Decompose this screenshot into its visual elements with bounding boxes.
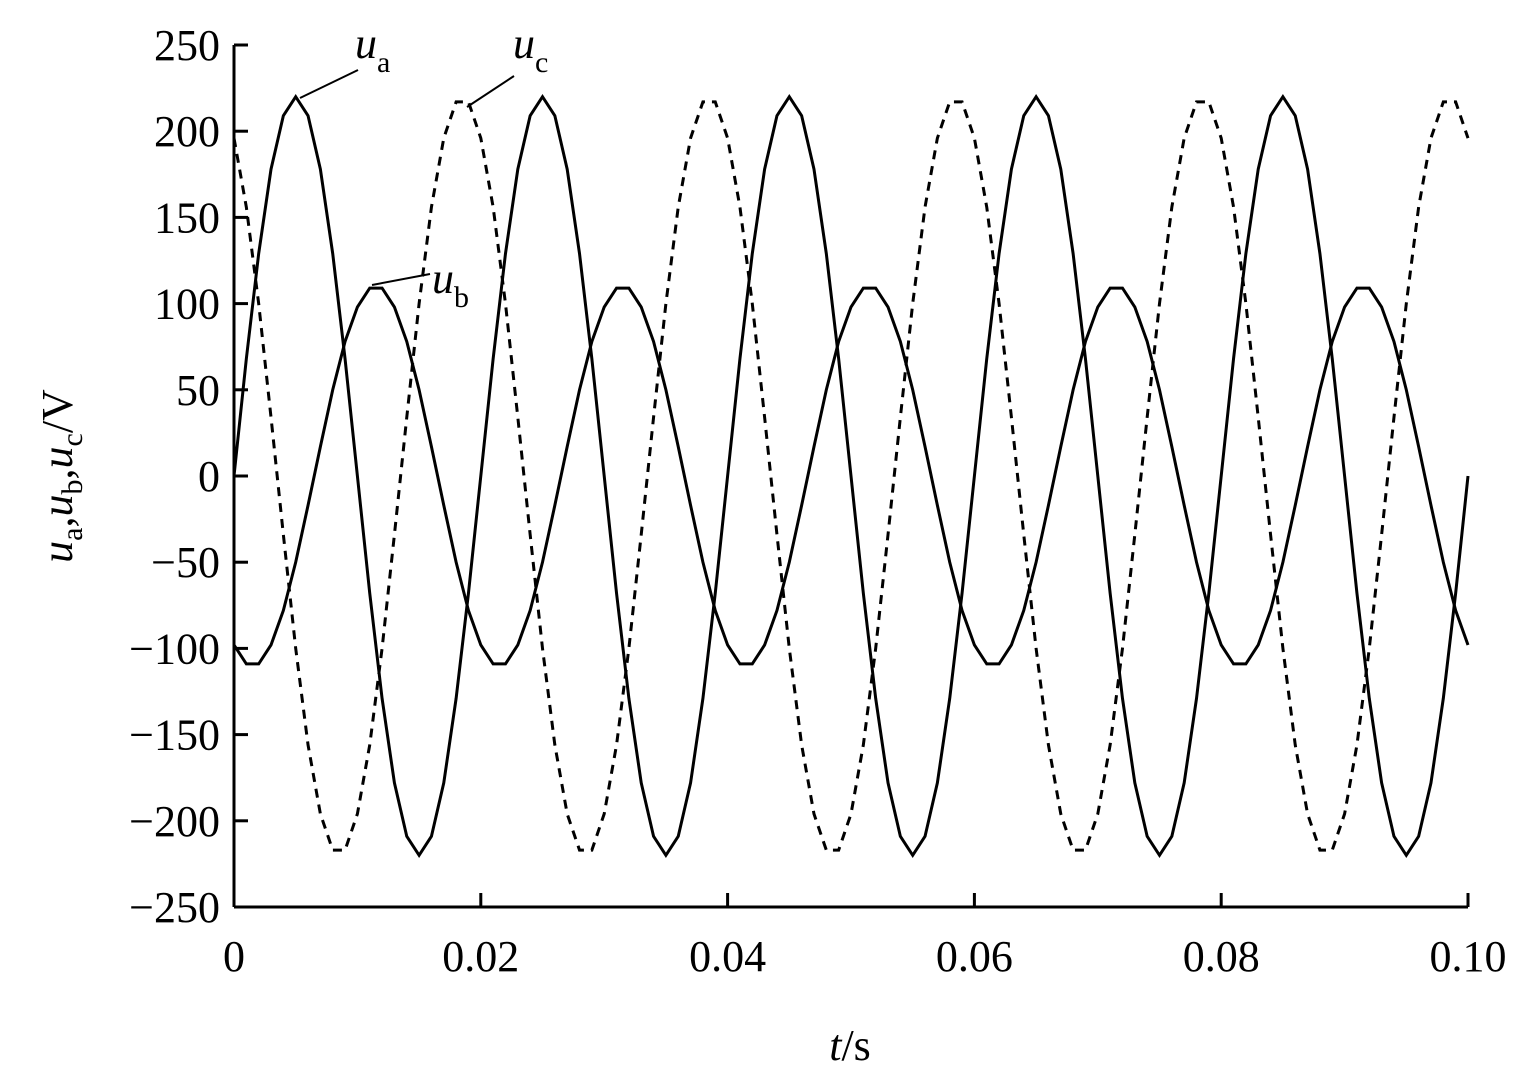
label-part: u [355, 19, 377, 68]
label-part: a [56, 528, 89, 541]
label-part: c [56, 433, 89, 446]
y-axis-label: ua,ub,uc/V [33, 389, 89, 563]
label-part: u [33, 541, 82, 563]
label-part: /V [33, 389, 82, 433]
annotation-leader [466, 75, 515, 108]
y-tick-label: −250 [129, 883, 220, 932]
label-part: , [33, 517, 82, 528]
series-line [232, 93, 1470, 859]
y-tick-label: −200 [129, 797, 220, 846]
y-tick-label: 250 [154, 21, 220, 70]
label-part: a [377, 46, 390, 79]
series-line [232, 100, 1470, 852]
series-line [232, 286, 1470, 666]
y-tick-label: 200 [154, 107, 220, 156]
x-tick-label: 0 [223, 932, 245, 981]
label-part: , [33, 469, 82, 480]
label-part: t [829, 1021, 843, 1070]
annotation-leader [371, 273, 431, 286]
x-tick-label: 0.08 [1183, 932, 1260, 981]
x-tick-label: 0.04 [689, 932, 766, 981]
series-label: uc [513, 19, 548, 79]
label-part: c [535, 46, 548, 79]
y-tick-label: −150 [129, 711, 220, 760]
x-axis-label: t/s [829, 1021, 871, 1070]
label-part: u [33, 447, 82, 469]
label-part: b [56, 480, 89, 495]
x-tick-label: 0.02 [442, 932, 519, 981]
y-tick-label: −100 [129, 624, 220, 673]
annotation-leader [299, 69, 359, 99]
series-label: ub [432, 254, 469, 314]
label-part: b [454, 281, 469, 314]
label-part: u [432, 254, 454, 303]
label-part: u [513, 19, 535, 68]
label-part: /s [841, 1021, 870, 1070]
y-tick-label: 100 [154, 280, 220, 329]
y-tick-label: −50 [151, 538, 220, 587]
series-label: ua [355, 19, 390, 79]
y-tick-label: 50 [176, 366, 220, 415]
y-tick-label: 0 [198, 452, 220, 501]
x-tick-label: 0.10 [1430, 932, 1507, 981]
y-tick-label: 150 [154, 193, 220, 242]
x-tick-label: 0.06 [936, 932, 1013, 981]
label-part: u [33, 495, 82, 517]
